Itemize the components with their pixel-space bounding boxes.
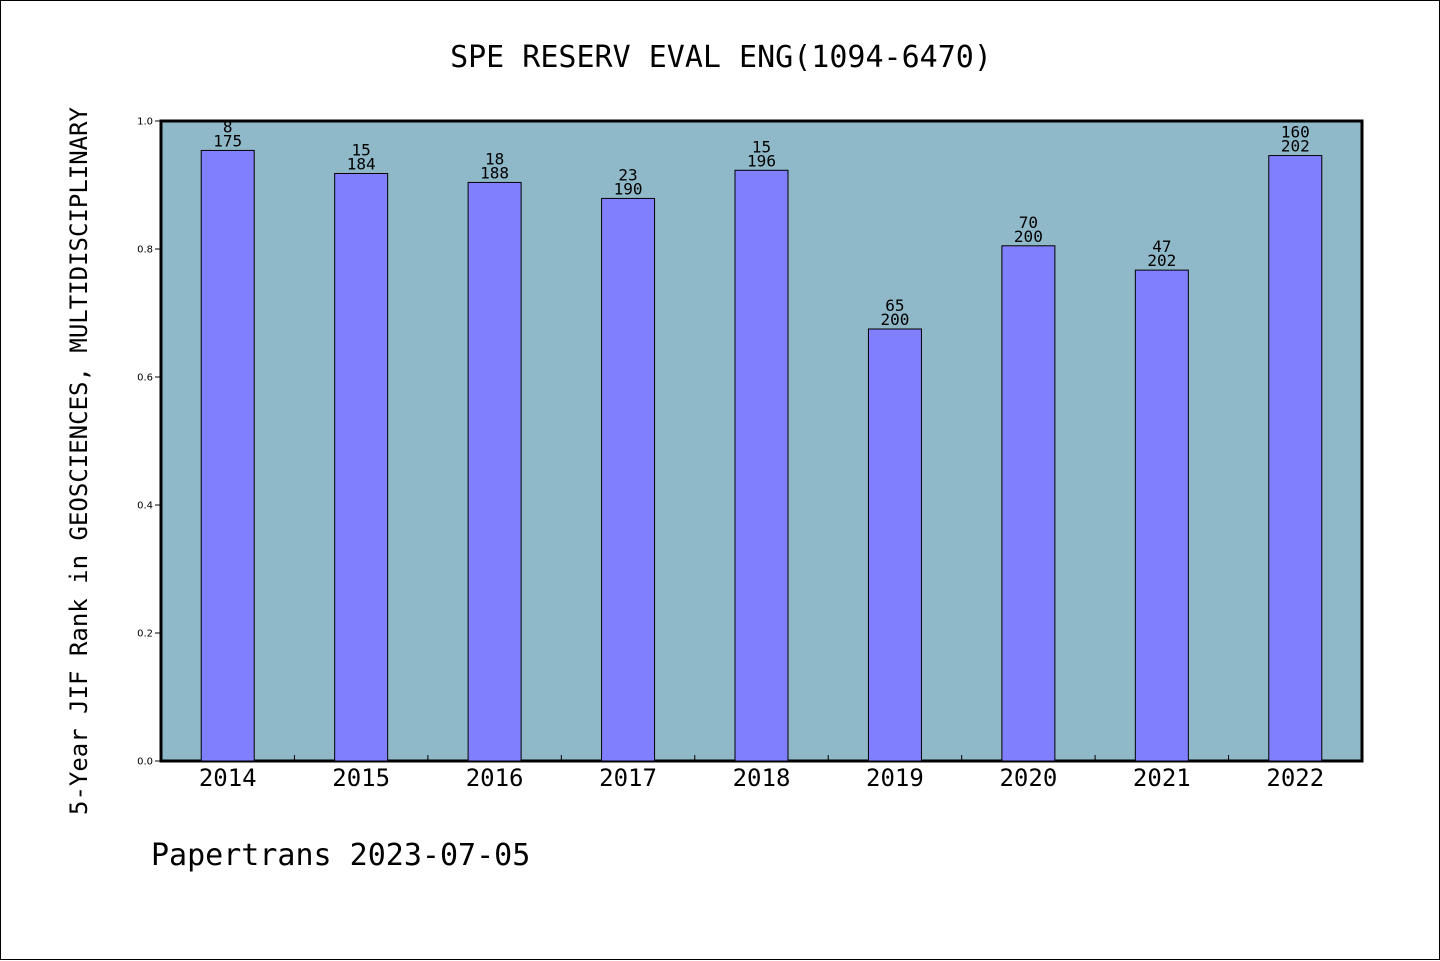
x-tick-label: 2021	[1133, 764, 1191, 792]
bar-total-label: 175	[213, 131, 242, 150]
chart-title: SPE RESERV EVAL ENG(1094-6470)	[450, 40, 992, 75]
x-tick-label: 2015	[332, 764, 390, 792]
bar-total-label: 202	[1147, 251, 1176, 270]
bar-2018	[734, 169, 789, 762]
bar-2014	[200, 149, 255, 762]
bar-2019	[867, 328, 922, 762]
bar-2016	[467, 181, 522, 762]
y-tick-label: 1.0	[137, 117, 153, 128]
bar-rank-label: 70	[1019, 213, 1038, 232]
bar-rank-label: 23	[618, 165, 637, 184]
y-tick-label: 0.2	[137, 629, 153, 640]
y-axis-label: 5-Year JIF Rank in GEOSCIENCES, MULTIDIS…	[65, 106, 93, 815]
bars-group	[200, 149, 1323, 762]
bar-total-label: 188	[480, 163, 509, 182]
bar-total-label: 184	[347, 154, 376, 173]
bar-total-label: 200	[1014, 227, 1043, 246]
bar-total-label: 202	[1281, 137, 1310, 156]
bar-rank-label: 15	[352, 140, 371, 159]
x-tick-label: 2017	[599, 764, 657, 792]
bar-2021	[1134, 269, 1189, 762]
bar-2015	[334, 172, 389, 762]
y-tick-label: 0.4	[137, 501, 153, 512]
x-axis: 2014 2015 2016 2017 2018 2019 2020 2021 2022	[199, 755, 1324, 792]
bar-rank-label: 15	[752, 137, 771, 156]
bar-rank-label: 47	[1152, 237, 1171, 256]
y-tick-label: 0.6	[137, 373, 153, 384]
x-tick-label: 2016	[466, 764, 524, 792]
bar-total-label: 190	[614, 179, 643, 198]
bar-rank-label: 18	[485, 149, 504, 168]
bar-rank-label: 65	[885, 296, 904, 315]
x-tick-label: 2014	[199, 764, 257, 792]
y-tick-label: 0.8	[137, 245, 153, 256]
bar-total-label: 196	[747, 151, 776, 170]
y-tick-label: 0.0	[137, 757, 153, 768]
x-tick-label: 2022	[1266, 764, 1324, 792]
x-tick-label: 2019	[866, 764, 924, 792]
bar-rank-label: 8	[223, 117, 233, 136]
bar-total-label: 200	[880, 310, 909, 329]
bar-2022	[1268, 155, 1323, 762]
bar-2017	[601, 197, 656, 762]
y-axis: 0.0 0.2 0.4 0.6 0.8 1.0	[137, 117, 161, 768]
x-tick-label: 2020	[999, 764, 1057, 792]
bar-2020	[1001, 245, 1056, 762]
footer-watermark: Papertrans 2023-07-05	[151, 838, 530, 873]
x-tick-label: 2018	[733, 764, 791, 792]
bar-rank-label: 160	[1281, 123, 1310, 142]
